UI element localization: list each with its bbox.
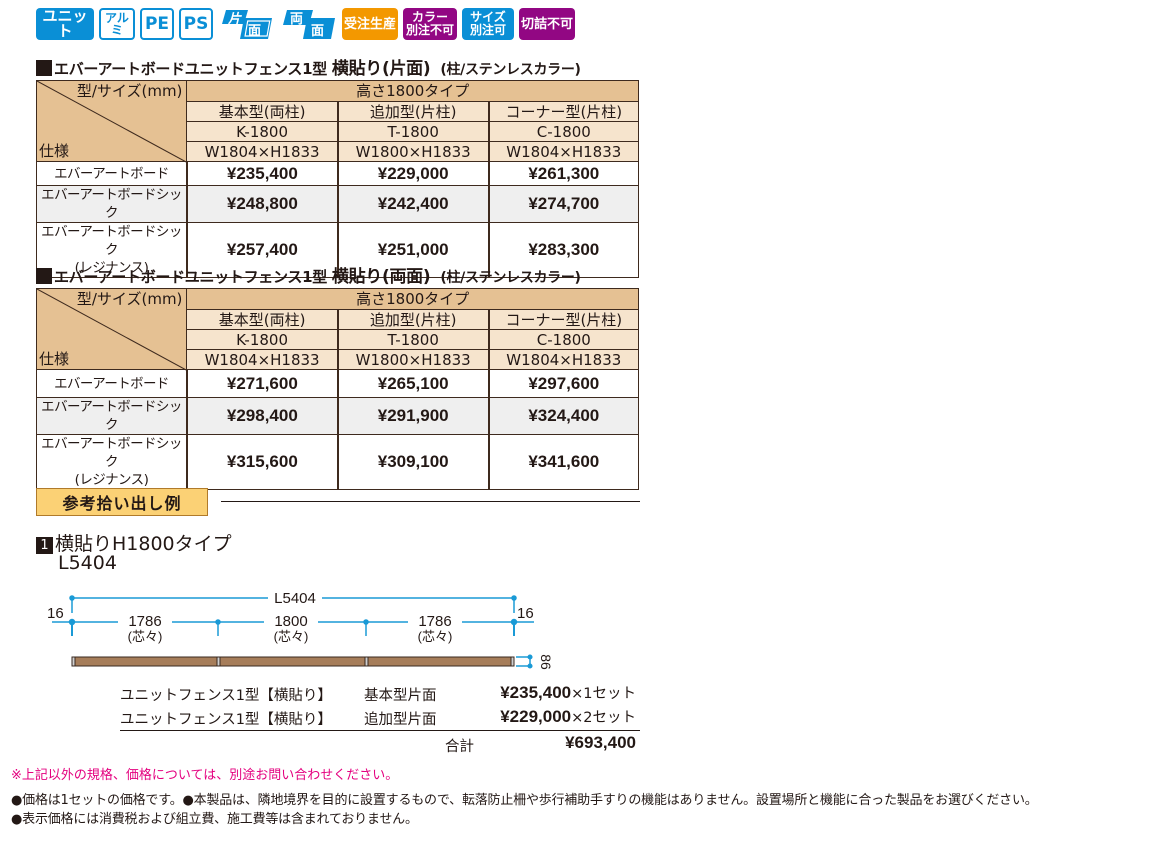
note-tax-info: ●表示価格には消費税および組立費、施工費等は含まれておりません。 — [11, 812, 418, 827]
badge-aluminum: アルミ — [99, 8, 135, 40]
col-code: T-1800 — [336, 329, 490, 350]
svg-text:(芯々): (芯々) — [418, 629, 453, 644]
divider — [221, 501, 640, 502]
badge-made-to-order: 受注生産 — [342, 8, 398, 40]
table-corner-header: 型/サイズ(mm) 仕様 — [35, 288, 188, 371]
col-type: 追加型(片柱) — [336, 309, 490, 330]
square-bullet-icon — [36, 60, 52, 76]
svg-text:1786: 1786 — [128, 613, 161, 630]
example-title: 1 横貼りH1800タイプ — [36, 529, 232, 556]
height-type-header: 高さ1800タイプ — [186, 80, 639, 102]
note-inquiry: ※上記以外の規格、価格については、別途お問い合わせください。 — [11, 768, 399, 783]
badge-size-custom-available: サイズ 別注可 — [462, 8, 514, 40]
col-type: 基本型(両柱) — [186, 309, 339, 330]
col-code: C-1800 — [487, 121, 639, 142]
svg-text:86: 86 — [538, 654, 554, 670]
badge-single-side-icon: 片 面 — [218, 8, 274, 40]
svg-text:1800: 1800 — [274, 613, 307, 630]
badge-color-custom-unavailable: カラー 別注不可 — [403, 8, 457, 40]
table-row: エバーアートボードシック (レジナンス) ¥315,600 ¥309,100 ¥3… — [35, 434, 639, 490]
col-type: 基本型(両柱) — [186, 101, 339, 122]
col-code: K-1800 — [186, 121, 339, 142]
svg-text:片: 片 — [228, 11, 242, 27]
table-row: エバーアートボード ¥271,600 ¥265,100 ¥297,600 — [35, 369, 639, 398]
table-row: エバーアートボードシック ¥248,800 ¥242,400 ¥274,700 — [35, 185, 639, 223]
reference-example-label: 参考拾い出し例 — [36, 488, 208, 516]
diagonal-line — [37, 81, 188, 163]
height-type-header: 高さ1800タイプ — [186, 288, 639, 310]
svg-text:(芯々): (芯々) — [128, 629, 163, 644]
feature-badges: ユニット アルミ PE PS 片 面 両 面 受注生産 カラー 別注不可 サイズ別… — [36, 7, 575, 41]
col-size: W1804×H1833 — [487, 141, 639, 162]
badge-no-trimming: 切詰不可 — [519, 8, 575, 40]
col-size: W1804×H1833 — [186, 349, 339, 370]
svg-text:(芯々): (芯々) — [274, 629, 309, 644]
svg-text:16: 16 — [517, 605, 534, 622]
note-price-info: ●価格は1セットの価格です。●本製品は、隣地境界を目的に設置するもので、転落防止… — [11, 793, 1038, 808]
diagonal-line — [37, 289, 188, 371]
table-corner-header: 型/サイズ(mm) 仕様 — [35, 80, 188, 163]
badge-double-side-icon: 両 面 — [279, 8, 337, 40]
price-table-double-side: 型/サイズ(mm) 仕様 高さ1800タイプ 基本型(両柱) 追加型(片柱) コーナ… — [35, 288, 639, 490]
col-size: W1804×H1833 — [487, 349, 639, 370]
square-bullet-icon — [36, 268, 52, 284]
table-row: エバーアートボードシック ¥298,400 ¥291,900 ¥324,400 — [35, 397, 639, 435]
svg-text:1786: 1786 — [418, 613, 451, 630]
table-row: エバーアートボードシック (レジナンス) ¥257,400 ¥251,000 ¥2… — [35, 222, 639, 278]
svg-text:面: 面 — [248, 24, 261, 39]
col-size: W1804×H1833 — [186, 141, 339, 162]
badge-ps: PS — [179, 8, 213, 40]
price-table-single-side: 型/サイズ(mm) 仕様 高さ1800タイプ 基本型(両柱) 追加型(片柱) コーナ… — [35, 80, 639, 278]
section-title-single-side: エバーアートボードユニットフェンス1型 横貼り(片面) (柱/ステンレスカラー) — [36, 54, 581, 79]
col-type: コーナー型(片柱) — [487, 309, 639, 330]
col-code: C-1800 — [487, 329, 639, 350]
summary-line: ユニットフェンス1型【横貼り】 基本型片面 ¥235,400×1セット — [120, 683, 636, 704]
col-type: コーナー型(片柱) — [487, 101, 639, 122]
svg-text:16: 16 — [47, 605, 64, 622]
fence-dimension-diagram: L5404 16 16 1786 1800 1786 (芯々) (芯々) (芯々… — [47, 590, 554, 670]
svg-text:L5404: L5404 — [274, 590, 316, 607]
section-title-double-side: エバーアートボードユニットフェンス1型 横貼り(両面) (柱/ステンレスカラー) — [36, 262, 581, 287]
col-size: W1800×H1833 — [336, 141, 490, 162]
divider — [120, 730, 640, 731]
summary-line: ユニットフェンス1型【横貼り】 追加型片面 ¥229,000×2セット — [120, 707, 636, 728]
svg-text:面: 面 — [311, 24, 324, 39]
col-code: T-1800 — [336, 121, 490, 142]
table-row: エバーアートボード ¥235,400 ¥229,000 ¥261,300 — [35, 161, 639, 186]
summary-total: 合計 ¥693,400 — [445, 733, 636, 755]
svg-text:両: 両 — [290, 12, 303, 27]
example-length: L5404 — [58, 552, 117, 574]
col-size: W1800×H1833 — [336, 349, 490, 370]
col-type: 追加型(片柱) — [336, 101, 490, 122]
example-summary: ユニットフェンス1型【横貼り】 基本型片面 ¥235,400×1セット ユニット… — [120, 682, 640, 755]
badge-unit: ユニット — [36, 8, 94, 40]
badge-pe: PE — [140, 8, 174, 40]
number-badge: 1 — [36, 537, 53, 554]
col-code: K-1800 — [186, 329, 339, 350]
